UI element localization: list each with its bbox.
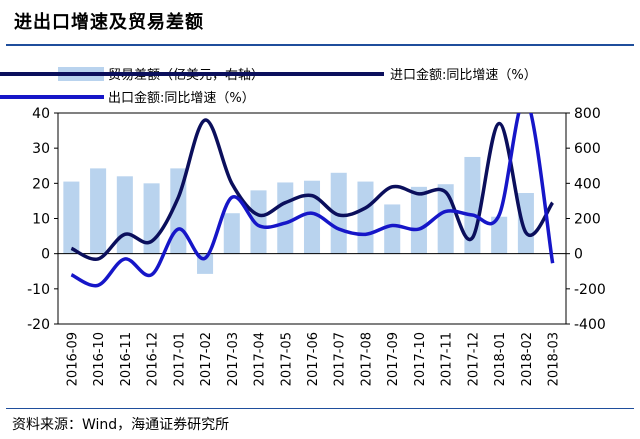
right-axis-tick-label: 0 [574,247,583,263]
title-divider [6,44,634,46]
trade-balance-bar [250,190,267,254]
x-axis-tick-label: 2018-02 [520,332,535,386]
x-axis-tick-label: 2017-11 [440,332,455,386]
x-axis-tick-label: 2018-01 [493,332,508,386]
left-axis-tick-label: 10 [32,212,50,228]
left-axis-tick-label: 0 [41,247,50,263]
trade-balance-bar [357,181,374,254]
x-axis-tick-label: 2017-01 [172,332,187,386]
left-axis-tick-label: 40 [32,106,50,122]
trade-balance-bar [63,181,80,254]
x-axis-tick-label: 2016-11 [119,332,134,386]
trade-balance-bar [116,176,133,254]
left-axis-tick-label: 20 [32,176,50,192]
x-axis-tick-label: 2017-05 [279,332,294,386]
right-axis-tick-label: 600 [574,141,601,157]
trade-balance-bar [517,193,534,254]
x-axis-tick-label: 2018-03 [547,332,562,386]
left-axis-tick-label: -10 [27,282,50,298]
x-axis-tick-label: 2017-03 [226,332,241,386]
x-axis-tick-label: 2017-09 [386,332,401,386]
x-axis-tick-label: 2016-10 [92,332,107,386]
import-growth-line [70,118,555,261]
x-axis-tick-label: 2017-07 [333,332,348,386]
trade-balance-bar [410,186,427,254]
plot-area: -20 -10 0 10 20 30 40 -400 -200 0 200 400 600 800 2016… [27,106,606,386]
x-axis-tick-label: 2017-06 [306,332,321,386]
trade-balance-bar [223,213,240,254]
page-title: 进出口增速及贸易差额 [14,12,204,33]
right-axis-tick-label: 400 [574,176,601,192]
left-axis-tick-label: 30 [32,141,50,157]
right-axis-tick-label: 200 [574,212,601,228]
trade-balance-bar [491,216,508,254]
trade-balance-bar [384,204,401,254]
legend-label-import: 进口金额:同比增速（%） [390,67,537,83]
chart-legend: 贸易差额（亿美元，右轴） 进口金额:同比增速（%） 出口金额:同比增速（%） [0,67,537,106]
trade-balance-bar [277,182,294,254]
x-axis-tick-label: 2017-04 [253,332,268,386]
x-axis-tick-label: 2016-09 [65,332,80,386]
x-axis-tick-label: 2017-10 [413,332,428,386]
legend-label-export: 出口金额:同比增速（%） [108,90,255,106]
right-axis-tick-label: 800 [574,106,601,122]
right-axis-tick-label: -200 [574,282,606,298]
left-axis-tick-label: -20 [27,317,50,333]
x-axis-tick-label: 2017-12 [466,332,481,386]
source-note: 资料来源：Wind，海通证券研究所 [12,417,230,433]
trade-balance-bar [90,168,107,254]
export-growth-line [70,113,555,288]
x-axis-tick-label: 2017-08 [359,332,374,386]
x-axis-tick-label: 2016-12 [146,332,161,386]
right-axis-tick-label: -400 [574,317,606,333]
source-divider [6,408,634,409]
x-axis-tick-label: 2017-02 [199,332,214,386]
